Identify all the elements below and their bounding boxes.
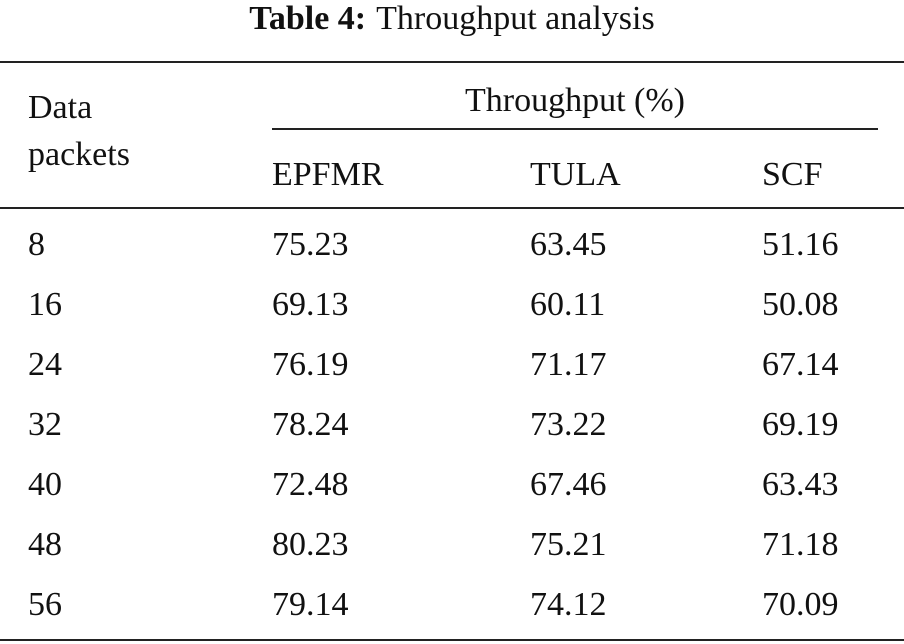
row-label: 48	[28, 526, 62, 563]
column-header: TULA	[530, 156, 621, 193]
column-header: EPFMR	[272, 156, 384, 193]
row-label: 56	[28, 586, 62, 623]
caption-label: Table 4:	[249, 0, 367, 37]
cell: 71.18	[762, 526, 839, 563]
cell: 67.14	[762, 346, 839, 383]
cell: 51.16	[762, 226, 839, 263]
bottom-rule	[0, 639, 904, 641]
cell: 75.23	[272, 226, 349, 263]
cell: 78.24	[272, 406, 349, 443]
cell: 63.43	[762, 466, 839, 503]
group-header: Throughput (%)	[464, 82, 685, 119]
column-header: SCF	[762, 156, 823, 193]
row-label: 16	[28, 286, 62, 323]
row-label: 40	[28, 466, 62, 503]
cell: 79.14	[272, 586, 349, 623]
top-rule	[0, 61, 904, 63]
cell: 60.11	[530, 286, 606, 323]
cell: 75.21	[530, 526, 607, 563]
cell: 70.09	[762, 586, 839, 623]
cell: 80.23	[272, 526, 349, 563]
cell: 69.19	[762, 406, 839, 443]
row-header: Data packets	[28, 89, 130, 173]
cell: 63.45	[530, 226, 607, 263]
cell: 76.19	[272, 346, 349, 383]
caption: Table 4: Throughput analysis	[0, 2, 904, 36]
row-label: 32	[28, 406, 62, 443]
cell: 50.08	[762, 286, 839, 323]
row-label: 24	[28, 346, 62, 383]
cell: 71.17	[530, 346, 607, 383]
cell: 69.13	[272, 286, 349, 323]
cell: 72.48	[272, 466, 349, 503]
header-rule	[0, 207, 904, 209]
cell: 67.46	[530, 466, 607, 503]
cell: 74.12	[530, 586, 607, 623]
group-rule	[272, 128, 878, 130]
row-label: 8	[28, 226, 45, 263]
caption-title: Throughput analysis	[376, 0, 655, 37]
cell: 73.22	[530, 406, 607, 443]
